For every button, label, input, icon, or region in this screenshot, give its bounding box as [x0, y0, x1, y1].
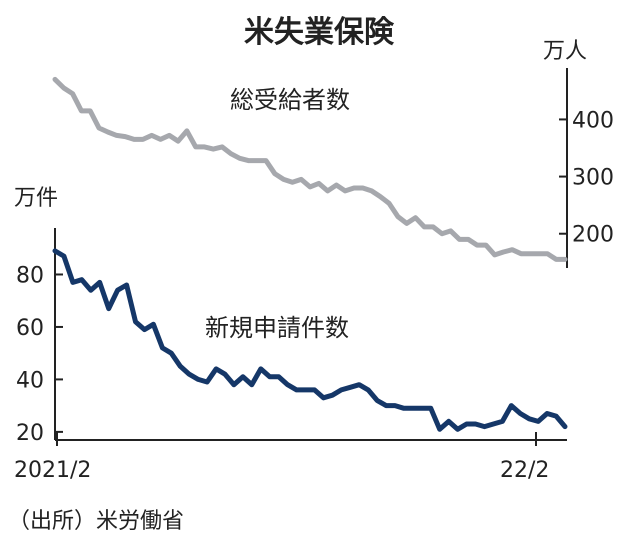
y-tick-label: 80	[16, 263, 44, 288]
upper-panel: 万人 200 300 400 総受給者数	[52, 39, 614, 268]
y-tick-label: 60	[16, 316, 44, 341]
series-line-total-recipients	[52, 76, 568, 262]
series-label-total-recipients: 総受給者数	[230, 86, 350, 114]
chart-title: 米失業保険	[244, 15, 395, 50]
lower-y-ticks: 20 40 60 80	[16, 263, 63, 446]
source-note: （出所）米労働省	[8, 509, 184, 534]
y-tick-label: 20	[16, 421, 44, 446]
y-tick-label: 40	[16, 368, 44, 393]
y-tick-label: 200	[572, 223, 614, 248]
series-label-new-claims: 新規申請件数	[205, 314, 349, 342]
series-line-new-claims	[52, 248, 568, 432]
lower-unit-label: 万件	[14, 186, 58, 211]
y-tick-label: 400	[572, 108, 614, 133]
upper-y-ticks: 200 300 400	[559, 108, 614, 248]
lower-panel: 万件 20 40 60 80 新規申請件数 2021/2 22/2	[14, 186, 568, 483]
y-tick-label: 300	[572, 166, 614, 191]
x-tick-label-start: 2021/2	[14, 458, 91, 483]
upper-unit-label: 万人	[543, 39, 587, 64]
x-tick-label-end: 22/2	[500, 458, 549, 483]
